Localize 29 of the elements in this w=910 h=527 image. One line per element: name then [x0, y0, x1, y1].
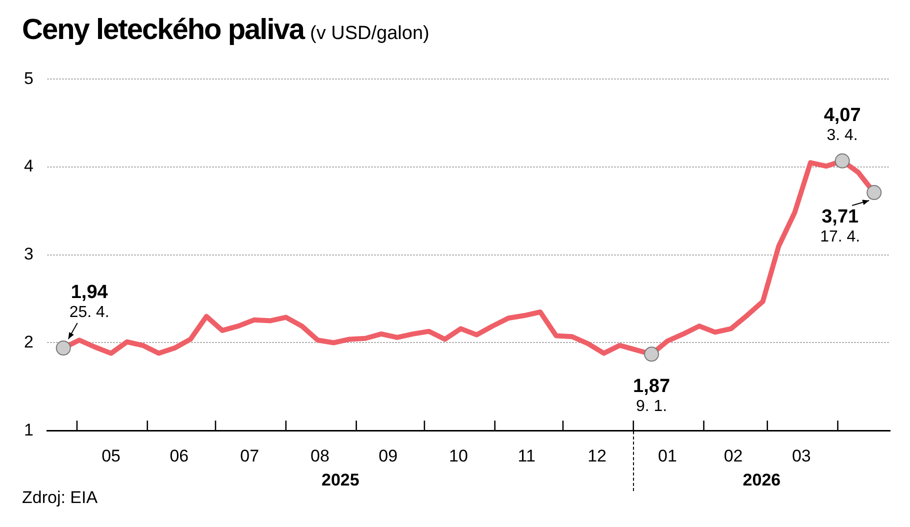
chart-subtitle: (v USD/galon) — [310, 23, 430, 44]
x-tick-label: 11 — [518, 446, 536, 466]
data-label: 1,94 — [70, 282, 108, 304]
text: 2026 — [742, 470, 781, 490]
x-tick-label: 02 — [724, 446, 743, 466]
x-tick-label: 08 — [310, 446, 330, 466]
x-tick-label: 06 — [170, 446, 189, 466]
text: 2025 — [322, 470, 360, 490]
x-tick-label: 07 — [240, 446, 260, 466]
annotation: 3. 4. — [826, 126, 858, 144]
x-tick-label: 01 — [658, 446, 677, 466]
y-tick-label: 4 — [24, 156, 34, 176]
chart-title: Ceny leteckého paliva — [22, 14, 304, 46]
annotation: 25. 4. — [69, 304, 110, 322]
y-tick-label: 2 — [24, 332, 34, 352]
x-tick-label: 05 — [102, 446, 121, 466]
x-tick-label: 12 — [588, 446, 606, 466]
y-tick-label: 3 — [24, 244, 34, 264]
y-tick-label: 5 — [24, 68, 34, 88]
data-label: 4,07 — [824, 104, 861, 126]
x-tick-label: 09 — [378, 446, 398, 466]
data-label: 3,71 — [822, 206, 860, 228]
x-tick-label: 03 — [792, 446, 811, 466]
x-tick-label: 10 — [449, 446, 468, 466]
data-label: 1,87 — [633, 376, 670, 398]
annotation: 17. 4. — [820, 228, 860, 246]
y-tick-label: 1 — [24, 420, 34, 440]
text: Zdroj: EIA — [22, 488, 98, 508]
annotation: 9. 1. — [636, 398, 668, 416]
